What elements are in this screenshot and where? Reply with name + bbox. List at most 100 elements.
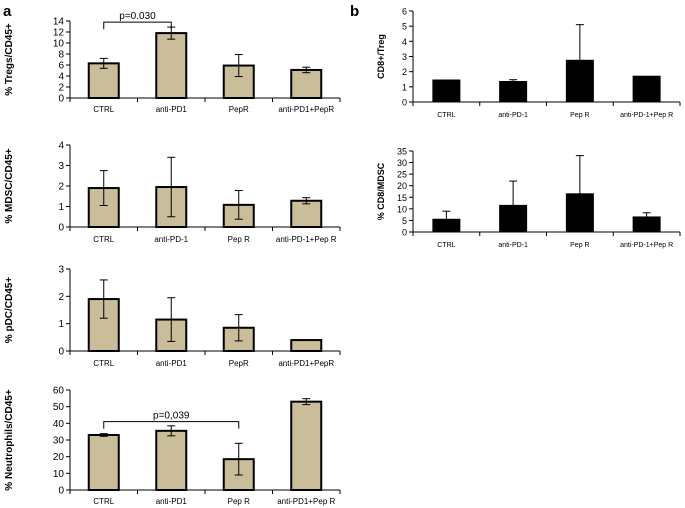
y-tick-label: 1 [58, 202, 64, 213]
y-axis-label: % Neutrophils/CD45+ [4, 389, 15, 491]
y-tick-label: 6 [402, 7, 407, 17]
y-axis-label: % CD8/MDSC [376, 162, 386, 220]
category-label: Pep R [228, 497, 250, 506]
chart-mdsc: 0 1 2 3 4 % MDSC/CD45+ CTRL anti-PD-1 Pep R anti-… [4, 141, 341, 244]
category-label: CTRL [93, 497, 114, 506]
category-label: anti-PD1 [156, 497, 188, 506]
y-tick-label: 30 [53, 436, 65, 447]
y-tick-label: 8 [58, 50, 64, 61]
bar [632, 216, 661, 233]
bar [155, 429, 188, 492]
bar [499, 81, 528, 103]
y-tick-label: 10 [397, 204, 407, 214]
y-axis-label: % MDSC/CD45+ [4, 148, 15, 223]
y-tick-label: 3 [58, 161, 64, 172]
category-label: anti-PD-1+Pep R [620, 242, 673, 249]
y-tick-label: 5 [402, 216, 407, 226]
y-tick-label: 4 [402, 37, 407, 47]
y-tick-label: 5 [402, 22, 407, 32]
y-tick-label: 10 [53, 469, 65, 480]
y-tick-label: 0 [58, 223, 64, 234]
chart-neutrophils: 0 10 20 30 40 50 60 % Neutrophils/CD45+ CTRL anti… [4, 386, 341, 506]
bar [87, 434, 120, 491]
significance-label: p=0,039 [153, 411, 190, 422]
panel-label-b: b [350, 3, 359, 20]
y-tick-label: 15 [397, 193, 407, 203]
y-tick-label: 2 [58, 292, 64, 303]
y-tick-label: 50 [53, 402, 65, 413]
bar [290, 339, 323, 353]
y-tick-label: 2 [402, 67, 407, 77]
category-label: anti-PD1 [156, 105, 188, 114]
y-tick-label: 6 [58, 61, 64, 72]
panel-label-a: a [3, 3, 12, 20]
y-tick-label: 0 [402, 228, 407, 238]
y-tick-label: 3 [402, 52, 407, 62]
y-tick-label: 0 [58, 486, 64, 497]
y-tick-label: 4 [58, 141, 64, 152]
bar [87, 187, 120, 229]
bar [565, 193, 594, 233]
bar [155, 32, 188, 99]
y-tick-label: 0 [58, 94, 64, 105]
category-label: CTRL [93, 235, 114, 244]
y-axis-label: CD8+/Treg [376, 34, 386, 79]
chart-cd8_treg: 0 1 2 3 4 5 6 CD8+/Treg CTRL anti-PD-1 Pep R anti-P… [376, 7, 681, 119]
category-label: anti-PD-1+Pep R [276, 235, 337, 244]
y-tick-label: 40 [53, 419, 65, 430]
y-tick-label: 20 [397, 181, 407, 191]
y-tick-label: 1 [402, 82, 407, 92]
category-label: PepR [229, 105, 249, 114]
y-tick-label: 2 [58, 83, 64, 94]
category-label: anti-PD-1 [154, 235, 188, 244]
y-tick-label: 20 [53, 452, 65, 463]
category-label: anti-PD-1 [498, 112, 528, 119]
chart-pdc: 0 1 2 3 % pDC/CD45+ CTRL anti-PD1 PepR anti-PD1+… [4, 265, 341, 368]
category-label: anti-PD1+Pep R [277, 497, 335, 506]
y-tick-label: 30 [397, 158, 407, 168]
category-label: CTRL [93, 105, 114, 114]
bar [290, 199, 323, 228]
y-tick-label: 0 [58, 347, 64, 358]
y-tick-label: 2 [58, 182, 64, 193]
category-label: CTRL [437, 112, 455, 119]
bar [87, 62, 120, 99]
y-tick-label: 0 [402, 98, 407, 108]
bar [432, 79, 461, 103]
bar [499, 204, 528, 233]
category-label: anti-PD1+PepR [278, 359, 334, 368]
bar [632, 75, 661, 103]
bar [290, 400, 323, 491]
significance-bracket [103, 421, 240, 429]
y-tick-label: 35 [397, 147, 407, 157]
category-label: anti-PD-1 [498, 242, 528, 249]
category-label: anti-PD1 [156, 359, 188, 368]
bar [565, 59, 594, 103]
y-tick-label: 60 [53, 386, 65, 397]
y-tick-label: 10 [53, 39, 65, 50]
category-label: CTRL [437, 242, 455, 249]
category-label: Pep R [570, 242, 589, 249]
y-axis-label: % Tregs/CD45+ [4, 23, 15, 96]
y-tick-label: 1 [58, 319, 64, 330]
y-tick-label: 12 [53, 28, 65, 39]
category-label: PepR [229, 359, 249, 368]
y-tick-label: 4 [58, 72, 64, 83]
y-tick-label: 14 [53, 17, 65, 28]
category-label: anti-PD1+PepR [278, 105, 334, 114]
significance-bracket [103, 21, 172, 30]
significance-label: p=0.030 [119, 11, 156, 22]
category-label: Pep R [228, 235, 250, 244]
category-label: anti-PD-1+Pep R [620, 112, 673, 119]
y-axis-label: % pDC/CD45+ [4, 277, 15, 344]
category-label: CTRL [93, 359, 114, 368]
category-label: Pep R [570, 112, 589, 119]
y-tick-label: 3 [58, 265, 64, 276]
y-tick-label: 25 [397, 170, 407, 180]
bar [290, 68, 323, 99]
bar [432, 218, 461, 233]
